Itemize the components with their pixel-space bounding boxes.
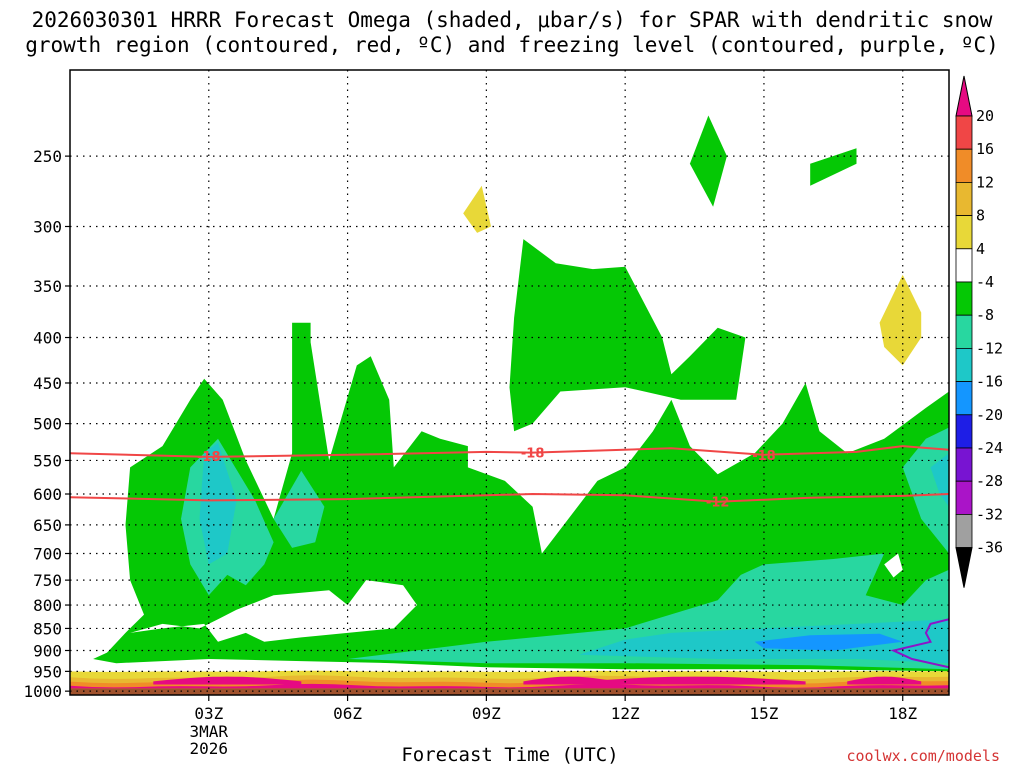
colorbar-label-6: -8: [976, 306, 994, 324]
surface-peak-0: [153, 676, 302, 685]
colorbar-band-0: [955, 115, 973, 150]
grid-lines: [70, 70, 949, 695]
colorbar-band-1: [955, 148, 973, 183]
colorbar-label-4: 4: [976, 240, 985, 258]
colorbar-label-8: -16: [976, 373, 1003, 391]
x-axis-label: Forecast Time (UTC): [401, 744, 619, 766]
y-tick-label-300: 300: [33, 217, 62, 236]
omega-region-4_to_8-4: [463, 185, 491, 233]
x-tick-label-06Z: 06Z: [333, 704, 362, 723]
colorbar-band-10: [955, 447, 973, 482]
x-tick-label-09Z: 09Z: [472, 704, 501, 723]
surface-layer-gt_20: [70, 683, 949, 689]
colorbar-label-3: 8: [976, 207, 985, 225]
colorbar-label-2: 12: [976, 173, 994, 191]
y-tick-label-800: 800: [33, 596, 62, 615]
colorbar-band-3: [955, 215, 973, 250]
omega-region-4_to_8-5: [879, 274, 922, 366]
terrain-fill: [70, 688, 949, 695]
y-tick-label-350: 350: [33, 277, 62, 296]
omega-region--4_to_-8-3: [810, 148, 857, 186]
colorbar-band-6: [955, 314, 973, 349]
colorbar-label-1: 16: [976, 140, 994, 158]
source-credit: coolwx.com/models: [846, 747, 1000, 765]
x-tick-label-12Z: 12Z: [611, 704, 640, 723]
omega-region-0_to_4-14: [130, 580, 417, 642]
omega-region--12_to_-16-10: [199, 442, 237, 565]
colorbar-band-8: [955, 381, 973, 416]
colorbar-band-11: [955, 480, 973, 515]
colorbar-top-arrow: [955, 75, 973, 117]
contour-label--18-2: -18: [752, 449, 776, 464]
surface-peak-2: [583, 676, 806, 685]
terrain: [70, 688, 949, 695]
colorbar-label-5: -4: [976, 273, 994, 291]
colorbar-band-4: [955, 248, 973, 283]
y-tick-label-550: 550: [33, 451, 62, 470]
y-tick-label-950: 950: [33, 662, 62, 681]
x-tick-sublabel-03Z-1: 2026: [190, 739, 229, 758]
surface-omega-band: [70, 670, 949, 689]
contour--18: [70, 445, 949, 458]
omega-shading: [93, 115, 949, 672]
contour-label--18-1: -18: [521, 447, 545, 462]
x-tick-label-15Z: 15Z: [749, 704, 778, 723]
omega-region--8_to_-12-9: [902, 427, 949, 554]
colorbar-label-0: 20: [976, 107, 994, 125]
chart-title-line-1: 2026030301 HRRR Forecast Omega (shaded, …: [31, 8, 993, 32]
y-tick-label-900: 900: [33, 641, 62, 660]
y-tick-label-750: 750: [33, 571, 62, 590]
omega-region-0_to_4-15: [884, 553, 903, 578]
contour-label--12-0: -12: [706, 496, 730, 511]
chart-title-line-2: growth region (contoured, red, ºC) and f…: [25, 33, 999, 57]
contour--12: [70, 492, 949, 503]
omega-region--16_to_-20-13: [754, 633, 903, 651]
surface-peak-3: [847, 676, 922, 685]
colorbar-label-11: -28: [976, 472, 1003, 490]
x-tick-label-03Z: 03Z: [194, 704, 223, 723]
y-tick-label-400: 400: [33, 329, 62, 348]
y-tick-label-850: 850: [33, 619, 62, 638]
colorbar-bottom-arrow: [955, 547, 973, 588]
colorbar-band-2: [955, 181, 973, 216]
y-tick-label-650: 650: [33, 516, 62, 535]
omega-region--4_to_-8-1: [509, 239, 746, 432]
colorbar-label-9: -20: [976, 406, 1003, 424]
y-tick-label-450: 450: [33, 374, 62, 393]
x-tick-sublabel-03Z-0: 3MAR: [190, 722, 229, 741]
y-tick-label-500: 500: [33, 415, 62, 434]
colorbar-label-10: -24: [976, 439, 1003, 457]
colorbar-label-7: -12: [976, 339, 1003, 357]
y-tick-label-600: 600: [33, 485, 62, 504]
omega-region--4_to_-8-2: [689, 115, 727, 207]
contour-label--18-0: -18: [197, 450, 221, 465]
x-tick-label-18Z: 18Z: [888, 704, 917, 723]
contour-0: [890, 618, 949, 669]
y-tick-label-700: 700: [33, 545, 62, 564]
colorbar: 20 16 12 8 4 -4 -8 -12 -16 -20 -24 -28 -32 -36: [955, 75, 1003, 588]
colorbar-band-9: [955, 414, 973, 449]
y-axis: 250 300 350 400 450 500 550 600 650 700 750 800 850 9…: [23, 147, 70, 701]
colorbar-band-5: [955, 281, 973, 316]
y-tick-label-250: 250: [33, 147, 62, 166]
colorbar-label-12: -32: [976, 505, 1003, 523]
colorbar-band-7: [955, 347, 973, 382]
y-tick-label-1000: 1000: [23, 682, 62, 701]
colorbar-band-12: [955, 514, 973, 549]
omega-region--8_to_-12-7: [273, 470, 325, 548]
colorbar-label-13: -36: [976, 539, 1003, 557]
contour-lines: -18 -18 -18 -12: [70, 445, 949, 669]
